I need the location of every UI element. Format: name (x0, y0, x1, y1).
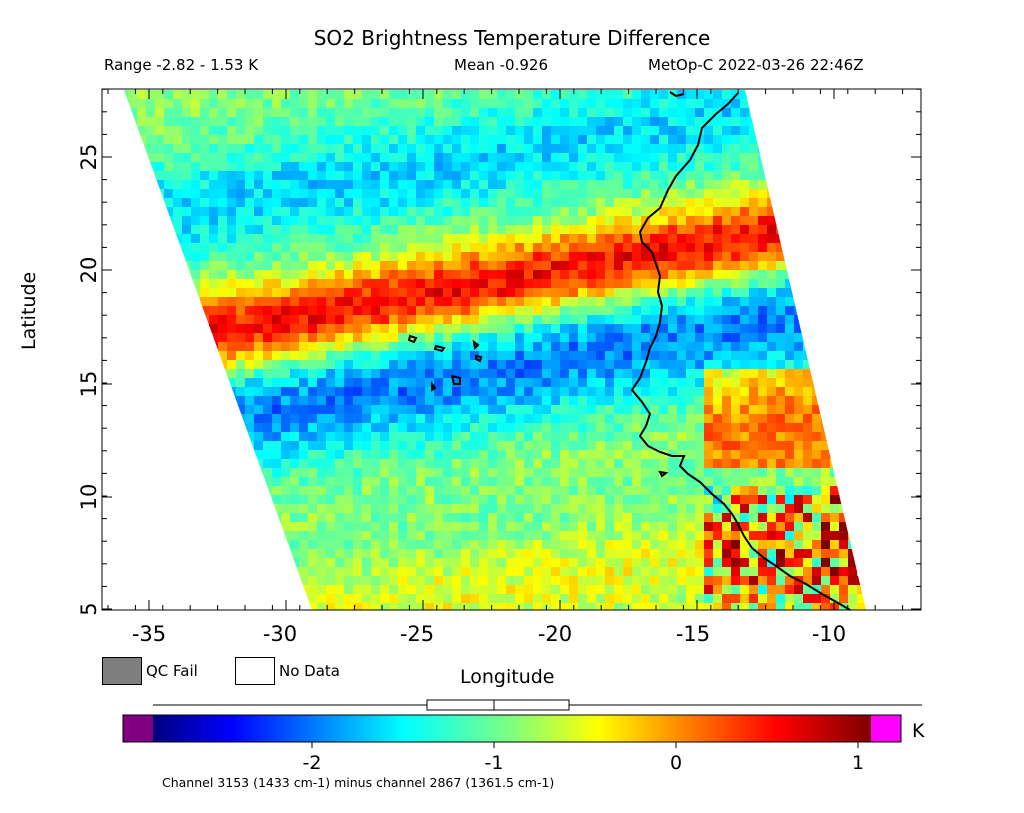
axis-ticks (102, 88, 921, 610)
colorbar-tick-label: 0 (670, 752, 682, 774)
no-data-label: No Data (279, 662, 340, 680)
heatmap-swath (124, 90, 866, 610)
y-tick-label: 25 (77, 144, 101, 171)
x-tick-label: -10 (812, 622, 846, 646)
channel-footnote: Channel 3153 (1433 cm-1) minus channel 2… (162, 775, 555, 790)
x-axis-label: Longitude (460, 666, 555, 688)
range-label: Range -2.82 - 1.53 K (104, 56, 259, 74)
qc-fail-swatch (102, 657, 142, 685)
colorbar-tick-label: 1 (852, 752, 864, 774)
x-tick-label: -15 (676, 622, 710, 646)
y-tick-label: 10 (77, 484, 101, 511)
y-axis-label: Latitude (18, 271, 40, 350)
colorbar-unit-label: K (912, 720, 925, 742)
qc-fail-label: QC Fail (146, 662, 198, 680)
x-tick-label: -20 (538, 622, 572, 646)
colorbar-below-range-swatch (123, 715, 153, 742)
x-tick-label: -35 (132, 622, 166, 646)
no-data-swatch (235, 657, 275, 685)
coastline (407, 91, 851, 611)
colorbar-above-range-swatch (871, 715, 901, 742)
colorbar-tick-label: -1 (485, 752, 504, 774)
y-tick-label: 15 (77, 371, 101, 398)
y-tick-label: 20 (77, 257, 101, 284)
distribution-boxplot (153, 699, 922, 711)
colorbar (153, 715, 871, 742)
x-tick-label: -25 (400, 622, 434, 646)
satellite-timestamp-label: MetOp-C 2022-03-26 22:46Z (648, 56, 864, 74)
chart-title: SO2 Brightness Temperature Difference (313, 26, 711, 50)
colorbar-ticks (311, 742, 859, 748)
mean-label: Mean -0.926 (454, 56, 548, 74)
plot-frame (101, 88, 922, 611)
y-tick-label: 5 (77, 602, 101, 615)
colorbar-tick-label: -2 (303, 752, 322, 774)
x-tick-label: -30 (263, 622, 297, 646)
